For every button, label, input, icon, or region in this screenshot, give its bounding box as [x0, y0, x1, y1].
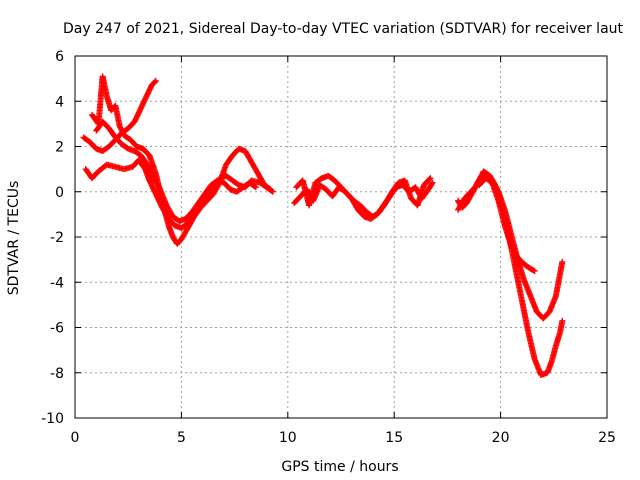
data-point — [152, 77, 159, 84]
data-point — [251, 183, 258, 190]
y-tick-label: 2 — [55, 140, 64, 156]
data-points — [80, 73, 566, 379]
plot-frame — [74, 55, 608, 419]
x-tick-label: 25 — [598, 430, 616, 446]
y-tick-label: 4 — [55, 94, 64, 110]
x-tick-label: 0 — [71, 430, 80, 446]
series-arc-6 — [293, 172, 434, 220]
y-tick-label: -4 — [50, 275, 64, 291]
x-tick-label: 15 — [385, 430, 403, 446]
data-point — [428, 180, 435, 187]
y-tick-label: -6 — [50, 321, 64, 337]
data-point — [429, 179, 436, 186]
data-point — [559, 317, 566, 324]
y-tick-label: -10 — [41, 411, 64, 427]
ticks: 0 5 10 15 20 25 -10 -8 -6 -4 -2 0 2 4 6 — [41, 49, 616, 446]
chart-title: Day 247 of 2021, Sidereal Day-to-day VTE… — [63, 21, 624, 37]
y-tick-label: 0 — [55, 185, 64, 201]
x-tick-label: 5 — [177, 430, 186, 446]
x-axis-label: GPS time / hours — [281, 459, 398, 475]
data-point — [426, 176, 433, 183]
x-tick-label: 10 — [279, 430, 297, 446]
series-arc-3 — [89, 73, 274, 247]
data-point — [427, 175, 434, 182]
y-tick-label: -8 — [50, 366, 64, 382]
data-point — [531, 267, 538, 274]
series-arc-9 — [476, 175, 538, 274]
x-tick-label: 20 — [492, 430, 510, 446]
y-tick-label: -2 — [50, 230, 64, 246]
series-arc-4 — [93, 118, 259, 225]
data-point — [267, 186, 274, 193]
data-point — [559, 258, 566, 265]
series-arc-1 — [80, 77, 159, 155]
grid — [75, 56, 607, 418]
data-point — [152, 78, 159, 85]
series-arc-8 — [455, 168, 566, 379]
y-axis-label: SDTVAR / TECUs — [6, 181, 22, 296]
data-point — [266, 185, 273, 192]
y-tick-label: 6 — [55, 49, 64, 65]
data-point — [252, 184, 259, 191]
